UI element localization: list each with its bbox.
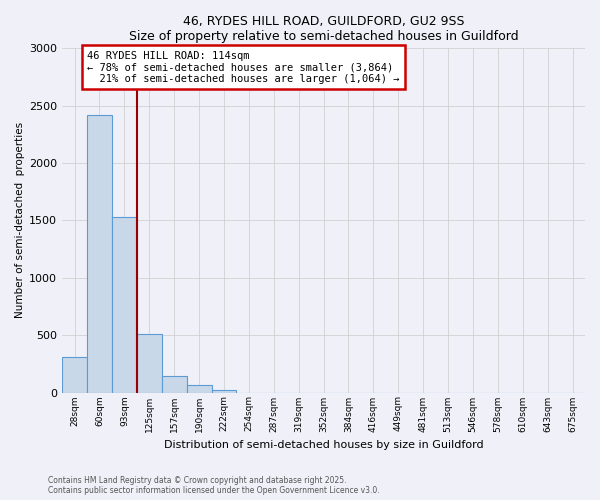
Bar	[162, 376, 187, 392]
Bar	[62, 357, 87, 392]
Text: 46 RYDES HILL ROAD: 114sqm
← 78% of semi-detached houses are smaller (3,864)
  2: 46 RYDES HILL ROAD: 114sqm ← 78% of semi…	[87, 50, 400, 84]
X-axis label: Distribution of semi-detached houses by size in Guildford: Distribution of semi-detached houses by …	[164, 440, 484, 450]
Text: Contains HM Land Registry data © Crown copyright and database right 2025.
Contai: Contains HM Land Registry data © Crown c…	[48, 476, 380, 495]
Y-axis label: Number of semi-detached  properties: Number of semi-detached properties	[15, 122, 25, 318]
Bar	[187, 385, 212, 392]
Bar	[212, 390, 236, 392]
Bar	[112, 217, 137, 392]
Bar	[87, 115, 112, 392]
Bar	[137, 334, 162, 392]
Title: 46, RYDES HILL ROAD, GUILDFORD, GU2 9SS
Size of property relative to semi-detach: 46, RYDES HILL ROAD, GUILDFORD, GU2 9SS …	[129, 15, 518, 43]
